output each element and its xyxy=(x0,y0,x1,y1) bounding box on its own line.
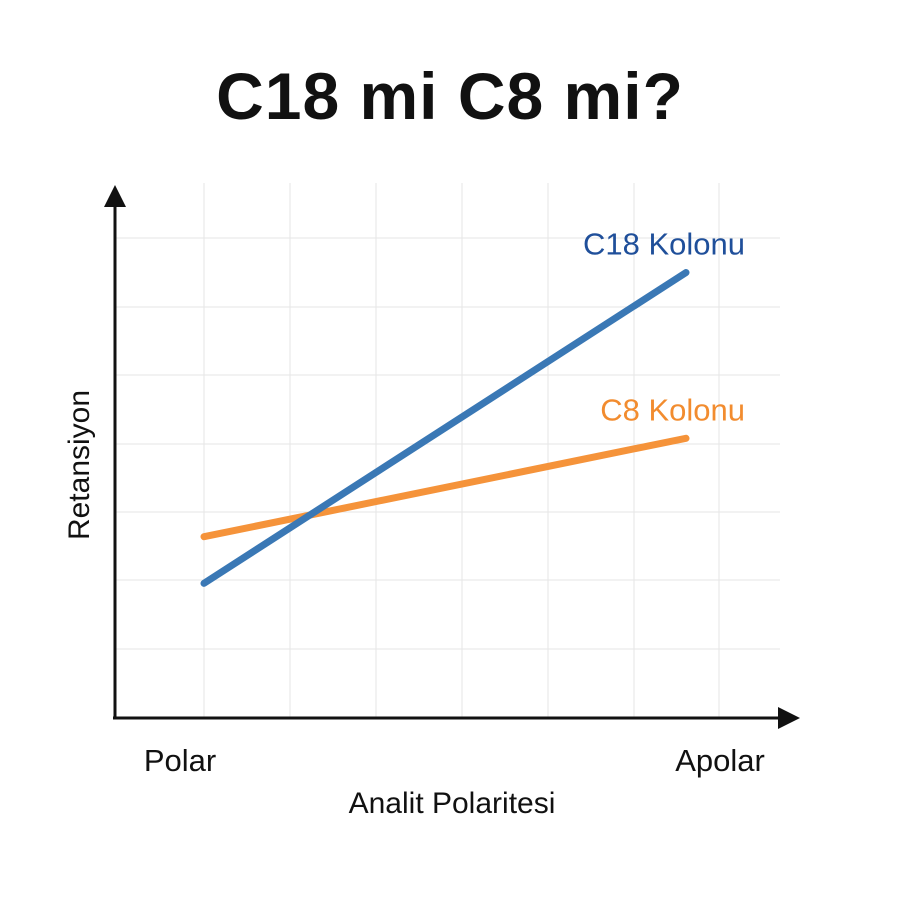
x-axis-arrow xyxy=(778,707,800,729)
y-axis-arrow xyxy=(104,185,126,207)
series-line-c8-kolonu xyxy=(200,434,690,541)
series-line-c18-kolonu xyxy=(200,269,690,587)
x-tick-label-polar: Polar xyxy=(144,743,216,778)
series-labels: C18 Kolonu C8 Kolonu xyxy=(583,227,745,428)
x-tick-label-apolar: Apolar xyxy=(675,743,765,778)
series-lines xyxy=(200,269,690,587)
chart-title: C18 mi C8 mi? xyxy=(216,59,684,133)
axes xyxy=(104,185,800,729)
gridlines xyxy=(115,183,780,718)
y-axis-label: Retansiyon xyxy=(63,390,96,540)
series-label-c8-kolonu: C8 Kolonu xyxy=(600,392,745,427)
x-axis-label: Analit Polaritesi xyxy=(349,787,556,820)
series-label-c18-kolonu: C18 Kolonu xyxy=(583,227,745,262)
